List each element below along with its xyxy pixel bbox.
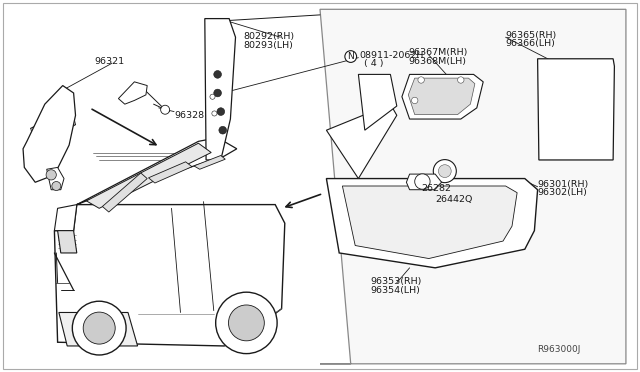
Circle shape: [458, 77, 464, 83]
Polygon shape: [148, 162, 192, 183]
Circle shape: [214, 89, 221, 97]
Circle shape: [214, 71, 221, 78]
Polygon shape: [358, 74, 397, 130]
Polygon shape: [406, 174, 442, 190]
Polygon shape: [77, 138, 237, 205]
Text: 96354(LH): 96354(LH): [370, 286, 420, 295]
Polygon shape: [326, 179, 538, 268]
Polygon shape: [58, 231, 77, 253]
Text: 96353(RH): 96353(RH): [370, 278, 421, 286]
Circle shape: [216, 292, 277, 354]
Circle shape: [161, 105, 170, 114]
Polygon shape: [23, 86, 76, 182]
Polygon shape: [538, 59, 614, 160]
Text: 96328: 96328: [174, 111, 204, 120]
Polygon shape: [194, 155, 225, 169]
Circle shape: [46, 170, 56, 180]
Polygon shape: [47, 167, 64, 190]
Circle shape: [433, 160, 456, 183]
Text: 96302(LH): 96302(LH): [538, 188, 588, 197]
Circle shape: [210, 94, 215, 99]
Circle shape: [415, 174, 430, 189]
Text: R963000J: R963000J: [538, 345, 581, 354]
Text: 96366(LH): 96366(LH): [506, 39, 556, 48]
Polygon shape: [402, 74, 483, 119]
Text: 80293(LH): 80293(LH): [243, 41, 293, 50]
Circle shape: [228, 305, 264, 341]
Circle shape: [217, 108, 225, 115]
Circle shape: [72, 301, 126, 355]
Text: N: N: [348, 52, 354, 61]
Text: 80292(RH): 80292(RH): [243, 32, 294, 41]
Polygon shape: [408, 78, 475, 115]
Text: 96321: 96321: [95, 57, 125, 66]
Text: 08911-2062H: 08911-2062H: [360, 51, 424, 60]
Text: 96365(RH): 96365(RH): [506, 31, 557, 40]
Text: 26442Q: 26442Q: [435, 195, 472, 203]
Circle shape: [438, 165, 451, 177]
Circle shape: [52, 182, 61, 190]
Circle shape: [412, 97, 418, 104]
Circle shape: [418, 77, 424, 83]
Text: 26282: 26282: [421, 185, 451, 193]
Text: 96367M(RH): 96367M(RH): [408, 48, 468, 57]
Polygon shape: [54, 205, 285, 346]
Text: 96368M(LH): 96368M(LH): [408, 57, 467, 66]
Polygon shape: [326, 104, 397, 179]
Text: 96301(RH): 96301(RH): [538, 180, 589, 189]
Polygon shape: [59, 312, 138, 346]
Polygon shape: [118, 82, 147, 104]
Polygon shape: [102, 173, 147, 212]
Polygon shape: [86, 143, 211, 208]
Polygon shape: [342, 186, 517, 259]
Polygon shape: [54, 205, 77, 231]
Circle shape: [212, 111, 217, 116]
Text: ( 4 ): ( 4 ): [364, 60, 383, 68]
Polygon shape: [205, 19, 236, 160]
Polygon shape: [320, 9, 626, 364]
Circle shape: [219, 126, 227, 134]
Circle shape: [83, 312, 115, 344]
